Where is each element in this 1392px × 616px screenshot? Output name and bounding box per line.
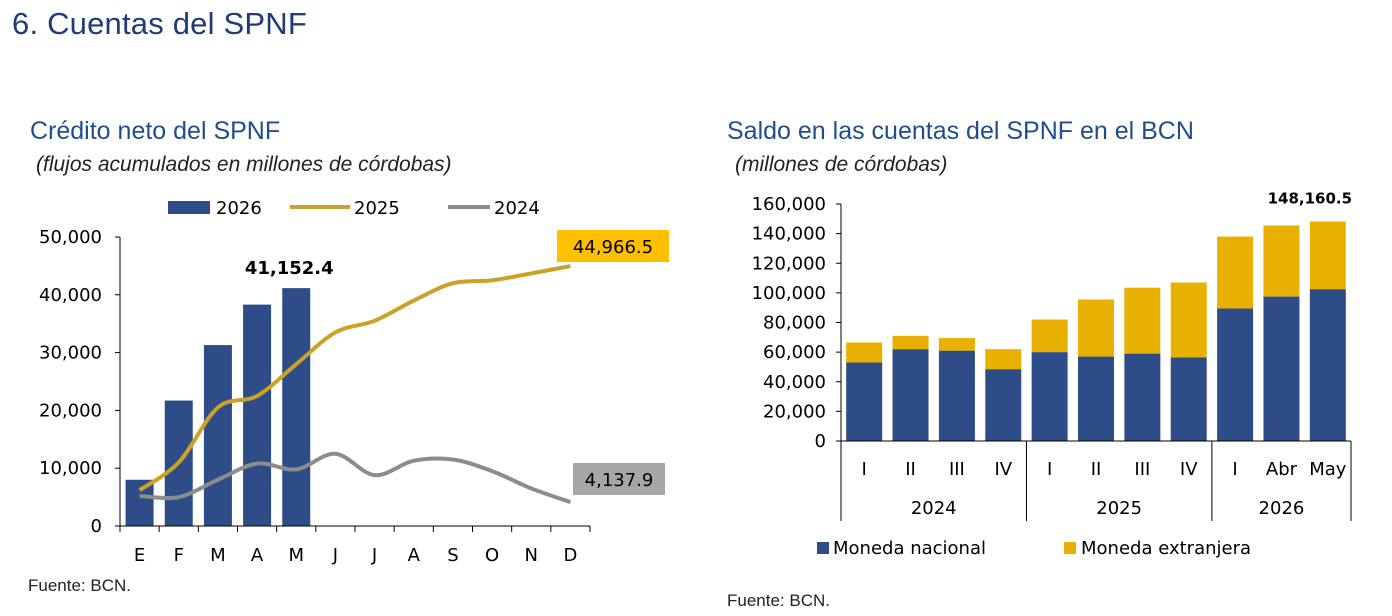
right-chart-source: Fuente: BCN.	[727, 591, 830, 610]
y-tick-label: 40,000	[39, 285, 102, 306]
x-group-label: 2024	[911, 498, 957, 519]
y-tick-label: 60,000	[763, 342, 826, 363]
bar-moneda-extranjera	[892, 335, 929, 350]
x-tick-label: O	[485, 545, 499, 566]
bar-moneda-extranjera	[1078, 299, 1114, 357]
bar-moneda-nacional	[1170, 357, 1207, 441]
left-chart-subtitle: (flujos acumulados en millones de córdob…	[36, 153, 452, 176]
bar-moneda-nacional	[892, 349, 929, 441]
x-tick-label: J	[332, 545, 338, 566]
page-title: 6. Cuentas del SPNF	[12, 6, 308, 41]
legend-label-moneda-nacional: Moneda nacional	[833, 538, 986, 559]
callout-2024-box	[573, 463, 665, 495]
bar-moneda-extranjera	[846, 342, 883, 363]
left-chart-source: Fuente: BCN.	[28, 576, 131, 595]
bar-moneda-extranjera	[985, 349, 1022, 370]
y-tick-label: 0	[91, 516, 102, 537]
x-tick-label: I	[1232, 459, 1237, 480]
x-tick-label: M	[210, 545, 226, 566]
bar-moneda-nacional	[985, 369, 1022, 441]
bar-2026	[125, 479, 154, 526]
bar-moneda-nacional	[1078, 356, 1114, 441]
bar-moneda-nacional	[1031, 352, 1068, 441]
x-tick-label: F	[174, 545, 184, 566]
y-tick-label: 120,000	[752, 253, 826, 274]
bar-moneda-extranjera	[1031, 319, 1068, 353]
x-group-label: 2025	[1096, 498, 1142, 519]
bar-2026	[203, 345, 232, 526]
y-tick-label: 0	[815, 431, 826, 452]
y-tick-label: 80,000	[763, 313, 826, 334]
x-tick-label: N	[525, 545, 538, 566]
bar-2026	[243, 304, 272, 526]
x-tick-label: A	[251, 545, 264, 566]
legend-swatch-2026	[168, 201, 210, 214]
x-tick-label: III	[949, 459, 965, 480]
bar-data-label: 41,152.4	[245, 258, 334, 279]
x-tick-label: S	[447, 545, 458, 566]
bar-moneda-nacional	[846, 362, 883, 441]
legend-swatch-moneda-extranjera	[1064, 542, 1076, 554]
x-tick-label: E	[134, 545, 145, 566]
x-tick-label: M	[288, 545, 304, 566]
line-2025	[138, 264, 571, 492]
x-tick-label: I	[862, 459, 867, 480]
x-tick-label: IV	[1180, 459, 1198, 480]
y-tick-label: 10,000	[39, 458, 102, 479]
x-tick-label: Abr	[1266, 459, 1298, 480]
bar-moneda-nacional	[1263, 296, 1300, 441]
y-tick-label: 20,000	[39, 400, 102, 421]
y-tick-label: 40,000	[763, 372, 826, 393]
y-tick-label: 140,000	[752, 224, 826, 245]
right-chart-title: Saldo en las cuentas del SPNF en el BCN	[727, 117, 1194, 145]
right-chart: 0 20,000 40,000 60,000 80,000 100,000 120,000 1…	[752, 190, 1352, 559]
x-tick-label: II	[1091, 459, 1102, 480]
x-tick-label: IV	[994, 459, 1012, 480]
x-tick-label: D	[563, 545, 577, 566]
y-tick-label: 20,000	[763, 401, 826, 422]
x-tick-label: J	[371, 545, 377, 566]
x-tick-label: III	[1134, 459, 1150, 480]
right-chart-subtitle: (millones de córdobas)	[735, 153, 948, 176]
bar-moneda-extranjera	[1124, 287, 1161, 354]
bar-moneda-extranjera	[1170, 282, 1207, 358]
legend-label-2026: 2026	[216, 198, 262, 219]
x-group-label: 2026	[1259, 498, 1305, 519]
bar-moneda-extranjera	[938, 338, 975, 351]
left-chart-title: Crédito neto del SPNF	[30, 117, 281, 145]
callout-2025-box	[557, 230, 669, 262]
bar-moneda-nacional	[1124, 353, 1161, 441]
bar-moneda-nacional	[1309, 289, 1346, 441]
bar-moneda-nacional	[938, 350, 975, 441]
bar-data-label: 148,160.5	[1268, 190, 1352, 208]
left-chart: 2026 2025 2024 0 10,000 20,000 30,000 40,000 50,…	[39, 198, 669, 566]
callout-2025-label: 44,966.5	[573, 237, 653, 258]
legend-label-2024: 2024	[494, 198, 540, 219]
y-tick-label: 100,000	[752, 283, 826, 304]
bar-2026	[282, 288, 311, 526]
legend-label-moneda-extranjera: Moneda extranjera	[1081, 538, 1251, 559]
y-tick-label: 50,000	[39, 227, 102, 248]
y-tick-label: 160,000	[752, 194, 826, 215]
bar-moneda-nacional	[1217, 308, 1254, 441]
bar-moneda-extranjera	[1263, 225, 1300, 297]
callout-2024-label: 4,137.9	[585, 470, 654, 491]
legend-swatch-moneda-nacional	[817, 542, 829, 554]
x-tick-label: May	[1309, 459, 1347, 480]
bar-moneda-extranjera	[1217, 236, 1254, 309]
x-tick-label: A	[408, 545, 421, 566]
x-tick-label: I	[1047, 459, 1052, 480]
legend-label-2025: 2025	[354, 198, 400, 219]
y-tick-label: 30,000	[39, 343, 102, 364]
x-tick-label: II	[905, 459, 916, 480]
line-2024	[139, 451, 572, 504]
bar-moneda-extranjera	[1309, 221, 1346, 290]
